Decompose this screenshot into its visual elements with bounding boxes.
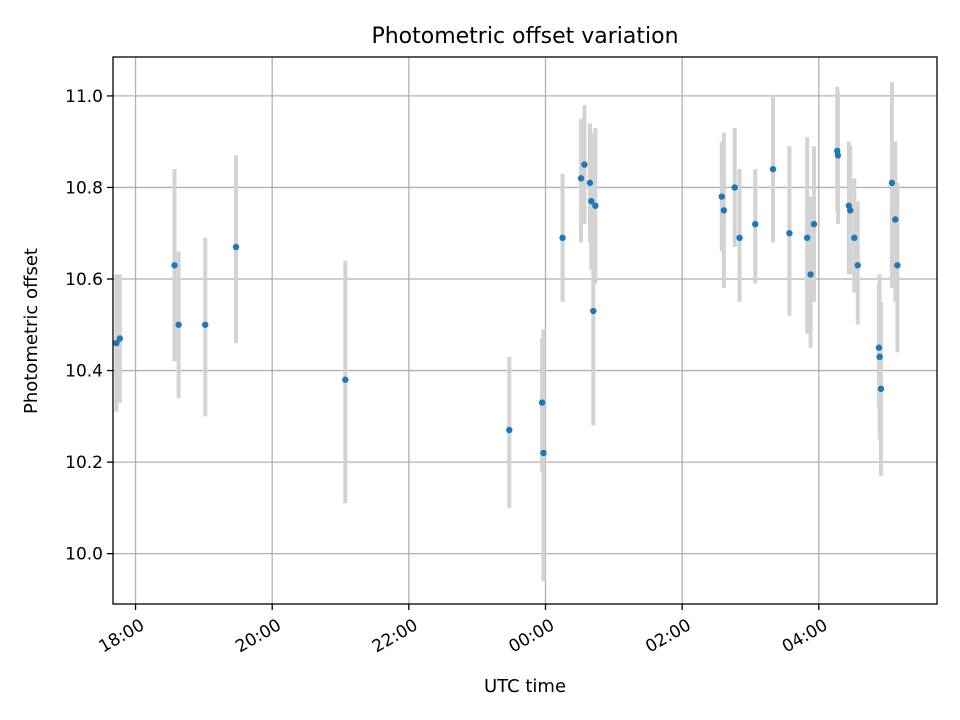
data-point: [752, 220, 759, 228]
errorbar-layer: [114, 82, 900, 582]
data-point: [786, 230, 793, 237]
data-point: [803, 234, 811, 242]
data-point: [113, 339, 120, 347]
data-point: [888, 179, 896, 187]
data-point: [834, 152, 842, 159]
data-point: [175, 321, 182, 328]
data-point: [588, 197, 595, 205]
data-point: [720, 207, 728, 214]
grid-layer: [113, 57, 937, 604]
y-tick-label: 10.6: [65, 270, 103, 290]
x-tick-label: 18:00: [96, 615, 148, 657]
data-point: [540, 449, 547, 457]
y-tick-label: 10.0: [65, 545, 103, 565]
data-point: [877, 385, 885, 393]
data-point: [810, 220, 818, 228]
x-axis-label: UTC time: [484, 676, 566, 697]
x-tick-label: 04:00: [779, 615, 831, 657]
data-point: [736, 234, 743, 242]
y-tick-label: 10.4: [65, 362, 103, 382]
data-point: [171, 262, 178, 269]
y-axis-label: Photometric offset: [21, 248, 42, 414]
x-tick-label: 00:00: [506, 615, 558, 657]
data-point: [116, 335, 124, 342]
data-point: [718, 193, 725, 200]
data-point: [202, 321, 209, 328]
y-tick-label: 10.8: [65, 178, 103, 198]
data-point: [892, 216, 899, 223]
chart-title: Photometric offset variation: [371, 24, 678, 49]
data-point: [506, 426, 513, 434]
point-layer: [113, 147, 901, 457]
data-point: [807, 271, 814, 278]
data-point: [894, 262, 901, 269]
data-point: [876, 353, 883, 361]
x-tick-label: 22:00: [369, 615, 421, 657]
y-tick-label: 11.0: [65, 87, 103, 107]
data-point: [586, 179, 594, 187]
data-point: [581, 161, 588, 168]
data-point: [577, 175, 585, 182]
data-point: [538, 399, 546, 406]
data-point: [847, 207, 854, 214]
data-point: [559, 234, 566, 242]
data-point: [769, 165, 777, 173]
x-tick-label: 20:00: [232, 615, 284, 657]
data-point: [232, 243, 240, 251]
data-point: [731, 184, 738, 191]
data-point: [342, 376, 349, 383]
y-tick-label: 10.2: [65, 453, 103, 473]
data-point: [875, 344, 883, 351]
data-point: [592, 202, 599, 209]
data-point: [851, 234, 858, 242]
plot-frame: [112, 56, 938, 605]
x-tick-label: 02:00: [642, 615, 694, 657]
data-point: [590, 307, 597, 315]
data-point: [854, 262, 861, 269]
